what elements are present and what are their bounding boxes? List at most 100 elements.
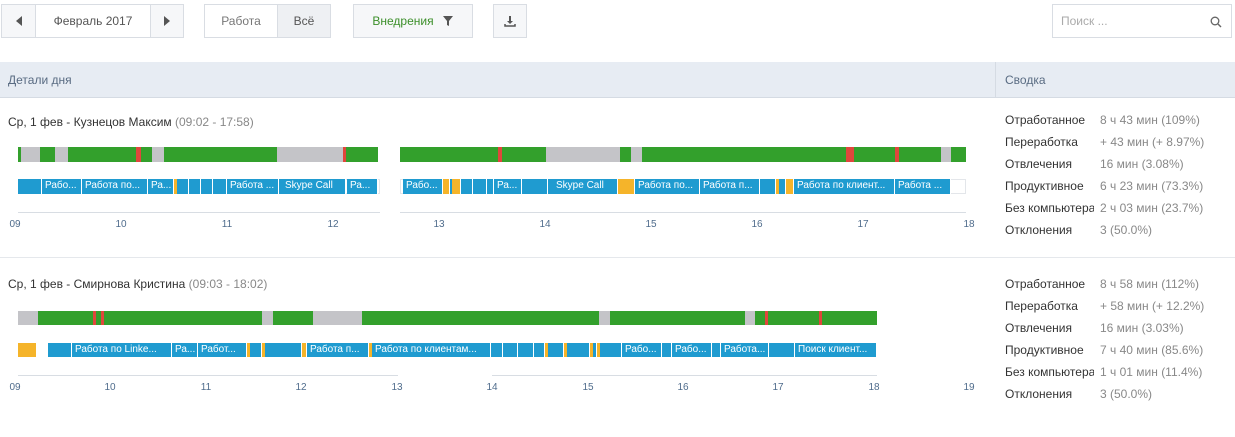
activity-segment[interactable]: [755, 311, 765, 325]
app-segment[interactable]: Ра...: [148, 179, 174, 194]
activity-segment[interactable]: [101, 311, 104, 325]
app-segment[interactable]: [18, 343, 37, 357]
activity-segment[interactable]: [38, 311, 93, 325]
activity-segment[interactable]: [599, 311, 610, 325]
activity-segment[interactable]: [96, 311, 101, 325]
activity-segment[interactable]: [854, 147, 895, 162]
app-segment[interactable]: Работа п...: [700, 179, 760, 194]
app-segment[interactable]: [250, 343, 262, 357]
app-segment[interactable]: [779, 179, 786, 194]
app-segment[interactable]: [518, 343, 534, 357]
app-segment[interactable]: Работа по клиент...: [794, 179, 895, 194]
activity-segment[interactable]: [141, 147, 152, 162]
app-segment[interactable]: [491, 343, 503, 357]
app-segment[interactable]: Рабо...: [42, 179, 82, 194]
app-segment[interactable]: Поиск клиент...: [795, 343, 877, 357]
app-segment[interactable]: [593, 343, 597, 357]
app-segment[interactable]: [567, 343, 590, 357]
app-segment[interactable]: [769, 343, 795, 357]
app-segment[interactable]: Рабо...: [622, 343, 662, 357]
app-segment[interactable]: Работ...: [198, 343, 247, 357]
app-segment[interactable]: Ра...: [172, 343, 198, 357]
app-segment[interactable]: Ра...: [494, 179, 522, 194]
app-segment[interactable]: Skype Call: [548, 179, 618, 194]
app-segment[interactable]: [503, 343, 518, 357]
search-icon[interactable]: [1210, 16, 1222, 28]
implementations-filter-button[interactable]: Внедрения: [353, 4, 473, 38]
app-segment[interactable]: Работа п...: [307, 343, 369, 357]
activity-segment[interactable]: [642, 147, 654, 162]
app-segment[interactable]: [712, 343, 721, 357]
activity-segment[interactable]: [819, 311, 822, 325]
activity-segment[interactable]: [765, 311, 768, 325]
app-segment[interactable]: Работа по...: [635, 179, 700, 194]
activity-segment[interactable]: [400, 147, 498, 162]
activity-segment[interactable]: [620, 147, 631, 162]
activity-segment[interactable]: [768, 311, 819, 325]
download-button[interactable]: [493, 4, 527, 38]
next-month-button[interactable]: [150, 4, 184, 38]
app-segment[interactable]: Ра...: [347, 179, 378, 194]
activity-segment[interactable]: [68, 147, 136, 162]
app-segment[interactable]: Работа по...: [82, 179, 148, 194]
activity-segment[interactable]: [104, 311, 262, 325]
app-segment[interactable]: [487, 179, 494, 194]
activity-segment[interactable]: [262, 311, 273, 325]
prev-month-button[interactable]: [1, 4, 36, 38]
app-segment[interactable]: [443, 179, 450, 194]
activity-segment[interactable]: [93, 311, 96, 325]
activity-segment[interactable]: [745, 311, 755, 325]
app-segment[interactable]: [213, 179, 227, 194]
activity-segment[interactable]: [18, 147, 21, 162]
activity-segment[interactable]: [654, 147, 846, 162]
activity-segment[interactable]: [362, 311, 599, 325]
app-segment[interactable]: Skype Call: [279, 179, 346, 194]
activity-segment[interactable]: [18, 311, 38, 325]
app-segment[interactable]: [265, 343, 302, 357]
filter-work-button[interactable]: Работа: [204, 4, 278, 38]
app-segment[interactable]: Рабо...: [672, 343, 712, 357]
activity-segment[interactable]: [846, 147, 854, 162]
activity-segment[interactable]: [546, 147, 620, 162]
record-title[interactable]: Ср, 1 фев - Смирнова Кристина (09:03 - 1…: [8, 277, 267, 291]
app-segment[interactable]: [48, 343, 72, 357]
app-segment[interactable]: Рабо...: [403, 179, 443, 194]
app-segment[interactable]: Работа по Linke...: [72, 343, 172, 357]
activity-segment[interactable]: [152, 147, 164, 162]
app-segment[interactable]: [177, 179, 189, 194]
app-segment[interactable]: Работа по клиентам...: [372, 343, 491, 357]
activity-segment[interactable]: [631, 147, 642, 162]
app-segment[interactable]: [662, 343, 672, 357]
app-segment[interactable]: [201, 179, 213, 194]
app-segment[interactable]: Работа ...: [227, 179, 279, 194]
activity-segment[interactable]: [277, 147, 343, 162]
app-segment[interactable]: [548, 343, 564, 357]
app-segment[interactable]: Работа...: [721, 343, 769, 357]
app-segment[interactable]: [461, 179, 473, 194]
activity-segment[interactable]: [502, 147, 546, 162]
activity-segment[interactable]: [899, 147, 941, 162]
activity-segment[interactable]: [164, 147, 277, 162]
app-segment[interactable]: [786, 179, 794, 194]
app-segment[interactable]: [302, 343, 307, 357]
app-segment[interactable]: [473, 179, 487, 194]
app-segment[interactable]: [18, 179, 42, 194]
activity-segment[interactable]: [941, 147, 951, 162]
app-segment[interactable]: [522, 179, 548, 194]
app-segment[interactable]: [534, 343, 545, 357]
app-segment[interactable]: [452, 179, 461, 194]
app-segment[interactable]: [760, 179, 776, 194]
activity-segment[interactable]: [343, 147, 346, 162]
activity-segment[interactable]: [610, 311, 745, 325]
month-selector[interactable]: Февраль 2017: [35, 4, 151, 38]
activity-segment[interactable]: [273, 311, 313, 325]
activity-segment[interactable]: [21, 147, 40, 162]
activity-segment[interactable]: [313, 311, 362, 325]
activity-segment[interactable]: [55, 147, 68, 162]
activity-segment[interactable]: [822, 311, 877, 325]
activity-segment[interactable]: [136, 147, 141, 162]
search-input[interactable]: [1061, 14, 1201, 28]
activity-segment[interactable]: [40, 147, 55, 162]
record-title[interactable]: Ср, 1 фев - Кузнецов Максим (09:02 - 17:…: [8, 115, 254, 129]
filter-all-button[interactable]: Всё: [277, 4, 331, 38]
